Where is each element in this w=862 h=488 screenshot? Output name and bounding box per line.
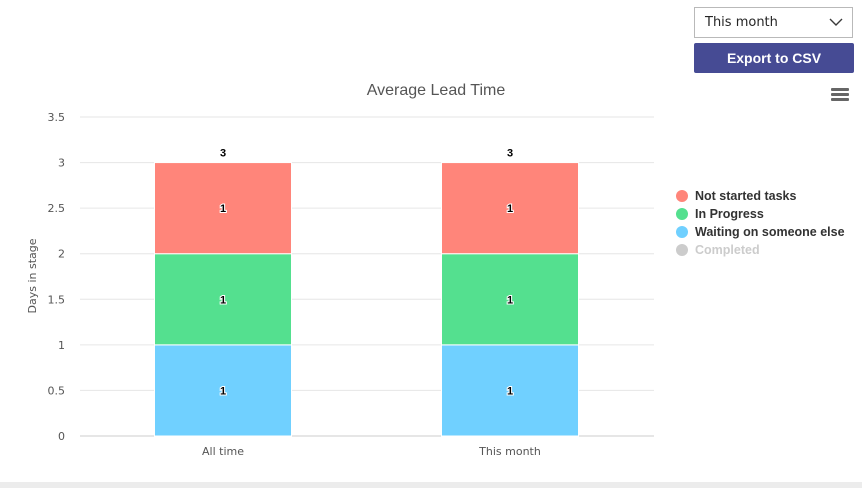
x-tick-label: All time (202, 445, 244, 458)
chart-title: Average Lead Time (367, 82, 506, 99)
legend-swatch (676, 190, 688, 202)
bar-data-label: 1 (220, 294, 226, 306)
hamburger-menu-icon[interactable] (831, 88, 849, 102)
bar-data-label: 1 (220, 385, 226, 397)
legend-label: In Progress (695, 207, 764, 221)
legend-swatch (676, 226, 688, 238)
period-dropdown-value: This month (705, 15, 778, 30)
chart-bars: 1 1 1 3 1 1 1 3 (154, 148, 579, 437)
bar-segment[interactable] (154, 162, 292, 255)
legend-label: Not started tasks (695, 189, 797, 203)
legend-swatch (676, 244, 688, 256)
bar-data-label: 1 (507, 203, 513, 215)
stack-total-label: 3 (220, 148, 226, 160)
lead-time-chart: Average Lead Time Days in stage 0 0.5 1 1.5… (26, 82, 654, 458)
bar-data-label: 1 (507, 385, 513, 397)
legend-label: Completed (695, 243, 760, 257)
chevron-down-icon (829, 18, 843, 26)
x-axis-ticks: All time This month (202, 445, 541, 458)
bar-segment[interactable] (441, 253, 579, 346)
y-tick-label: 1 (58, 339, 65, 352)
export-csv-button[interactable]: Export to CSV (694, 43, 854, 73)
y-tick-label: 0 (58, 430, 65, 443)
y-axis-label: Days in stage (26, 238, 39, 313)
y-tick-label: 3 (58, 157, 65, 170)
bar-segment[interactable] (154, 344, 292, 437)
bottom-scroll-strip (0, 482, 862, 488)
y-tick-label: 3.5 (48, 111, 66, 124)
y-tick-label: 2 (58, 248, 65, 261)
period-dropdown[interactable]: This month (694, 7, 853, 38)
x-tick-label: This month (478, 445, 541, 458)
legend-label: Waiting on someone else (695, 225, 845, 239)
y-tick-label: 0.5 (48, 384, 66, 397)
bar-data-label: 1 (507, 294, 513, 306)
stack-total-label: 3 (507, 148, 513, 160)
bar-segment[interactable] (154, 253, 292, 346)
y-tick-label: 1.5 (48, 293, 66, 306)
bar-segment[interactable] (441, 162, 579, 255)
y-axis-ticks: 0 0.5 1 1.5 2 2.5 3 3.5 (48, 111, 66, 443)
legend-swatch (676, 208, 688, 220)
y-tick-label: 2.5 (48, 202, 66, 215)
bar-data-label: 1 (220, 203, 226, 215)
bar-segment[interactable] (441, 344, 579, 437)
